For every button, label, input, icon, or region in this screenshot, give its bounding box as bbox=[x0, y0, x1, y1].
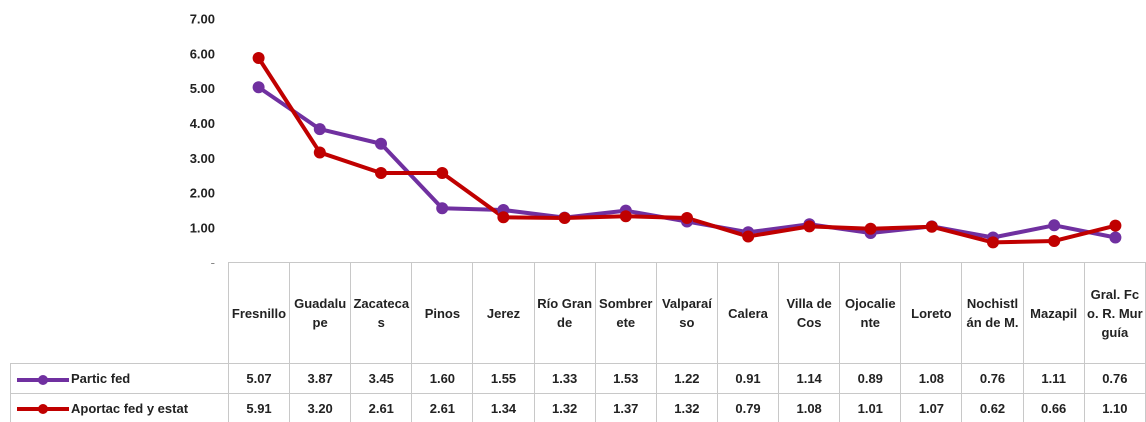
y-tick-label: 4.00 bbox=[190, 116, 215, 131]
series-row: Partic fed 5.07 3.87 3.45 1.60 1.55 1.33 1.53 1.… bbox=[10, 363, 1146, 394]
point bbox=[987, 236, 999, 249]
category-label: Nochistlán de M. bbox=[961, 262, 1024, 364]
value-cell: 5.07 bbox=[227, 363, 291, 394]
legend-cell: Aportac fed y estat bbox=[10, 393, 229, 422]
point bbox=[1109, 219, 1122, 232]
value-cell: 1.32 bbox=[655, 393, 718, 422]
value-cell: 1.34 bbox=[472, 393, 535, 422]
y-tick-label: 1.00 bbox=[190, 221, 215, 236]
point bbox=[497, 211, 510, 224]
category-label: Pinos bbox=[411, 262, 474, 364]
point bbox=[742, 230, 755, 243]
value-cell: 1.10 bbox=[1083, 393, 1146, 422]
value-cell: 0.66 bbox=[1022, 393, 1085, 422]
value-cell: 0.76 bbox=[961, 363, 1024, 394]
y-tick-label: 6.00 bbox=[190, 46, 215, 61]
value-cell: 1.32 bbox=[533, 393, 596, 422]
value-cell: 0.79 bbox=[716, 393, 780, 422]
value-cell: 1.55 bbox=[472, 363, 535, 394]
category-label: Calera bbox=[716, 262, 780, 364]
y-tick-label: - bbox=[211, 255, 215, 264]
category-label: Villa de Cos bbox=[778, 262, 841, 364]
value-cell: 3.45 bbox=[350, 363, 413, 394]
point bbox=[375, 167, 387, 180]
category-label: Sombrerete bbox=[594, 262, 657, 364]
value-cell: 2.61 bbox=[411, 393, 474, 422]
corner bbox=[10, 262, 229, 364]
value-cell: 1.33 bbox=[533, 363, 596, 394]
category-label: Ojocaliente bbox=[839, 262, 902, 364]
legend-label: Aportac fed y estat bbox=[71, 400, 189, 416]
value-cell: 0.91 bbox=[716, 363, 780, 394]
category-label: Gral. Fco. R. Murguía bbox=[1083, 262, 1146, 364]
value-cell: 3.20 bbox=[289, 393, 352, 422]
value-cell: 0.76 bbox=[1083, 363, 1146, 394]
point bbox=[252, 51, 265, 64]
category-label: Fresnillo bbox=[227, 262, 291, 364]
point bbox=[313, 123, 326, 136]
y-tick-label: 2.00 bbox=[190, 186, 215, 201]
point bbox=[681, 211, 693, 224]
y-tick-label: 5.00 bbox=[190, 81, 215, 96]
value-cell: 1.07 bbox=[900, 393, 963, 422]
value-cell: 1.53 bbox=[594, 363, 657, 394]
value-cell: 0.89 bbox=[839, 363, 902, 394]
point bbox=[925, 220, 938, 233]
value-cell: 1.08 bbox=[778, 393, 841, 422]
point bbox=[803, 220, 816, 233]
value-cell: 1.22 bbox=[655, 363, 718, 394]
value-cell: 0.62 bbox=[961, 393, 1024, 422]
value-cell: 1.08 bbox=[900, 363, 963, 394]
point bbox=[1048, 219, 1061, 232]
point bbox=[864, 222, 877, 235]
point bbox=[558, 211, 571, 224]
point bbox=[375, 137, 387, 150]
value-cell: 1.01 bbox=[839, 393, 902, 422]
y-tick-label: 7.00 bbox=[190, 11, 215, 26]
legend-cell: Partic fed bbox=[10, 363, 229, 394]
value-cell: 5.91 bbox=[227, 393, 291, 422]
plot-area: - 1.00 2.00 3.00 4.00 5.00 6.00 7.00 bbox=[190, 11, 1122, 264]
point bbox=[436, 202, 449, 215]
legend-marker bbox=[38, 374, 48, 385]
header-row: Fresnillo Guadalupe Zacatecas Pinos Jerez Río… bbox=[10, 262, 1146, 364]
point bbox=[313, 146, 326, 159]
point bbox=[1048, 234, 1061, 247]
value-cell: 1.60 bbox=[411, 363, 474, 394]
category-label: Jerez bbox=[472, 262, 535, 364]
y-tick-label: 3.00 bbox=[190, 151, 215, 166]
legend-label: Partic fed bbox=[71, 371, 131, 386]
value-cell: 1.37 bbox=[594, 393, 657, 422]
series-row: Aportac fed y estat 5.91 3.20 2.61 2.61 1.34 1… bbox=[10, 393, 1146, 422]
value-cell: 3.87 bbox=[289, 363, 352, 394]
data-table: Fresnillo Guadalupe Zacatecas Pinos Jerez Río… bbox=[10, 262, 1146, 422]
point bbox=[1109, 231, 1122, 244]
legend-key bbox=[17, 374, 69, 385]
point bbox=[619, 210, 632, 223]
category-label: Mazapil bbox=[1022, 262, 1085, 364]
category-label: Zacatecas bbox=[350, 262, 413, 364]
legend-marker bbox=[38, 404, 48, 415]
value-cell: 1.14 bbox=[778, 363, 841, 394]
legend-key bbox=[17, 404, 69, 415]
point bbox=[252, 81, 265, 94]
value-cell: 2.61 bbox=[350, 393, 413, 422]
point bbox=[436, 167, 449, 180]
category-label: Río Grande bbox=[533, 262, 596, 364]
value-cell: 1.11 bbox=[1022, 363, 1085, 394]
category-label: Loreto bbox=[900, 262, 963, 364]
category-label: Guadalupe bbox=[289, 262, 352, 364]
category-label: Valparaíso bbox=[655, 262, 718, 364]
